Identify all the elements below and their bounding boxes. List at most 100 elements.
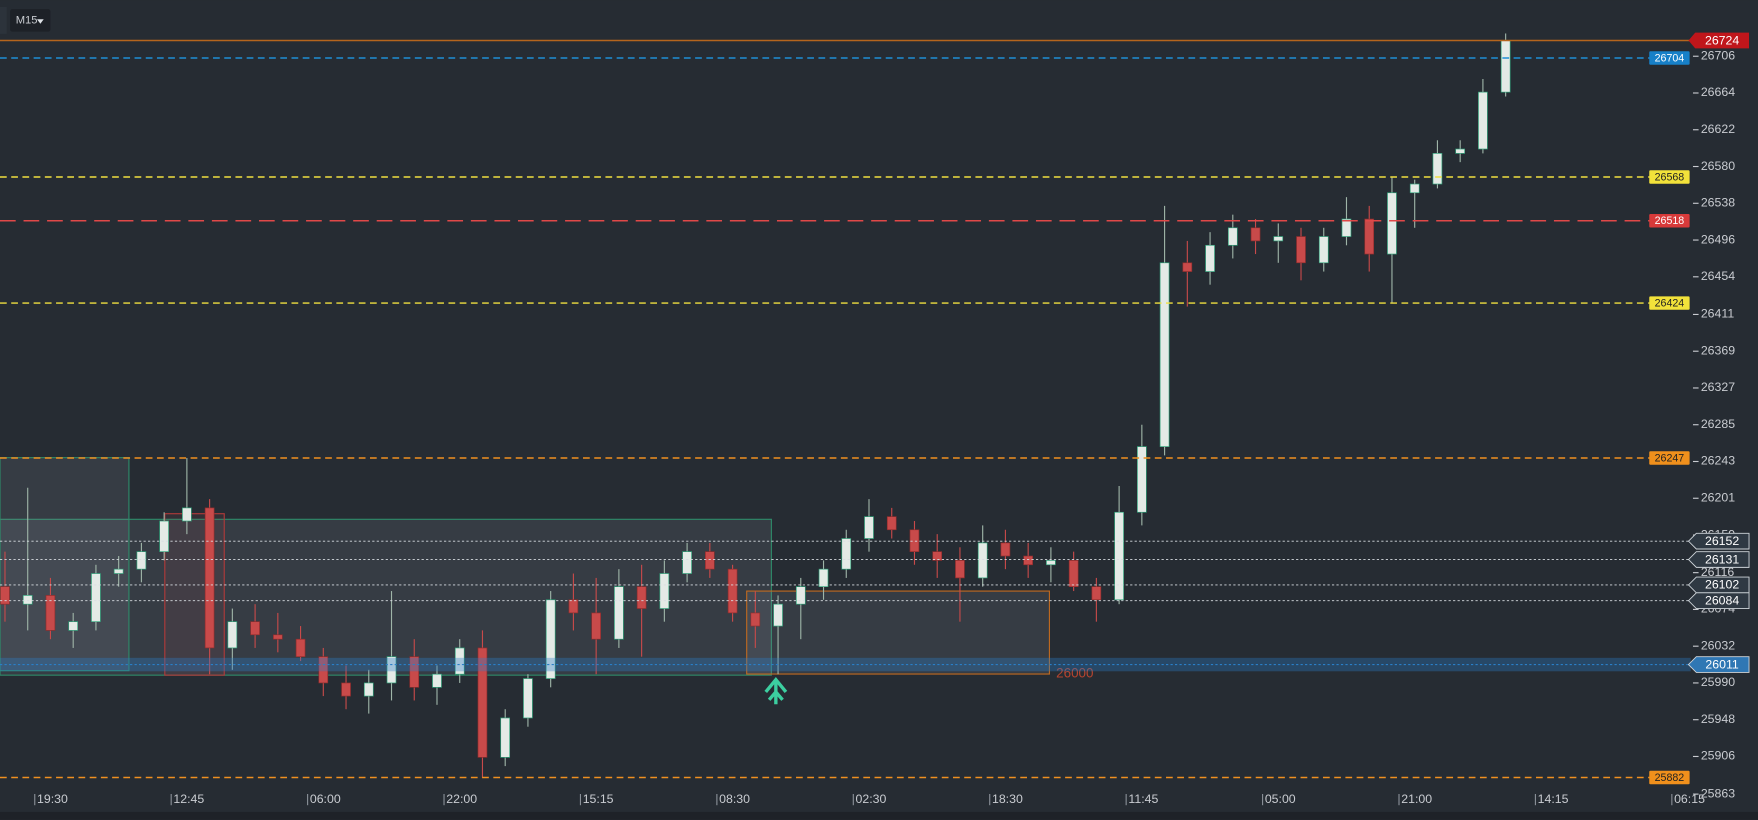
level-tag-label: 26131 [1705,552,1739,566]
level-tag-label: 26102 [1705,578,1739,592]
candle-body [432,673,442,688]
x-tick-label: 08:30 [719,792,750,806]
level-tag-box [1649,296,1690,310]
y-tick-label: 26580 [1701,159,1735,173]
level-tag-label: 26011 [1705,657,1739,671]
candle-body [773,603,783,627]
y-tick-label: 26201 [1701,491,1735,505]
candle-body [1182,262,1193,272]
level-tag: 26424 [1649,296,1690,310]
candle-body [1318,236,1329,264]
candle-body [204,507,215,649]
candle-body [568,599,579,614]
x-tick-label: 19:30 [37,792,68,806]
level-tag-box [1687,551,1750,568]
candle-body [1500,40,1511,93]
candle-body [795,586,806,605]
candle-body [500,717,511,758]
candle-body [91,573,101,623]
y-tick-label: 26538 [1701,196,1735,210]
level-tag: 26131 [1687,551,1750,568]
y-tick-label: 26496 [1701,232,1735,246]
level-tag: 26102 [1687,576,1750,594]
y-tick-label: 26369 [1701,343,1735,357]
candle-body [182,507,192,522]
x-tick-label: 11:45 [1128,792,1158,806]
level-tag-label: 26247 [1655,452,1685,464]
y-tick-label: 26327 [1701,380,1735,394]
y-tick-label: 26411 [1701,307,1735,321]
candle-body [682,551,692,574]
candle-body [136,551,147,570]
y-tick-label: 25948 [1701,712,1735,726]
level-tag-label: 26724 [1705,33,1739,47]
candle-body [295,638,306,658]
x-tick-label: 02:30 [856,792,887,806]
candle-body [363,682,374,697]
level-tag: 26152 [1687,532,1750,550]
x-tick-label: 15:15 [583,792,614,806]
level-tag-box [1649,451,1690,465]
candle-body [0,586,10,605]
x-tick-label: 21:00 [1401,792,1432,806]
y-tick-label: 26285 [1701,417,1735,431]
candle-body [1205,244,1215,272]
y-tick-label: 26664 [1701,85,1735,99]
candle-body [1409,183,1420,194]
level-tag-box [1649,770,1690,785]
level-tag-box [1687,532,1750,550]
y-tick-label: 26116 [1701,565,1735,579]
y-tick-label: 26243 [1701,454,1735,468]
candle-body [1432,153,1443,185]
x-tick-label: 18:30 [992,792,1023,806]
candle-body [1250,227,1261,242]
level-tag: 26704 [1649,51,1690,65]
level-tag: 26724 [1688,32,1750,49]
candle-body [1068,560,1079,587]
x-tick-label: 14:15 [1538,792,1569,806]
y-tick-label: 26032 [1701,638,1735,652]
y-tick-label: 25906 [1701,749,1735,763]
signal-arrow [764,676,788,705]
candle-body [1159,262,1170,447]
x-tick-label: 06:15 [1674,792,1705,806]
toolbar[interactable]: M15 [0,6,51,34]
level-tag: 26247 [1649,451,1690,465]
candle-body [1341,218,1352,237]
candle-body [1273,236,1284,242]
candle-body [341,682,351,697]
candle-body [1091,586,1102,601]
candle-body [1114,511,1124,601]
candle-body [977,542,988,579]
candle-body [523,678,533,719]
x-tick-label: 05:00 [1265,792,1296,806]
candle-body [1023,555,1033,566]
level-tag-label: 26424 [1655,297,1685,309]
zone-label: 26000 [1056,666,1093,681]
level-tag-label: 26568 [1655,171,1685,183]
candle-body [841,538,852,570]
candle-body [1387,192,1397,255]
candle-body [250,621,260,636]
candle-body [454,647,465,675]
candle-body [1364,218,1375,255]
y-tick-label: 26706 [1701,48,1735,62]
level-tag-box [1688,32,1750,49]
timeframe-button[interactable] [10,9,51,32]
candle-body [386,656,397,684]
candle-body [68,621,79,631]
candle-body [818,568,829,587]
zone-box [164,513,225,676]
level-tag-box [1649,214,1690,228]
candle-body [909,529,920,552]
candle-body [727,568,738,614]
candle-body [545,599,556,679]
dropdown-icon [36,19,44,24]
candle-body [864,516,874,539]
level-tag-label: 26518 [1655,215,1685,227]
candle-body [1478,91,1488,150]
candle-body [159,520,169,552]
level-tag: 26568 [1649,170,1690,184]
candle-body [614,586,624,640]
